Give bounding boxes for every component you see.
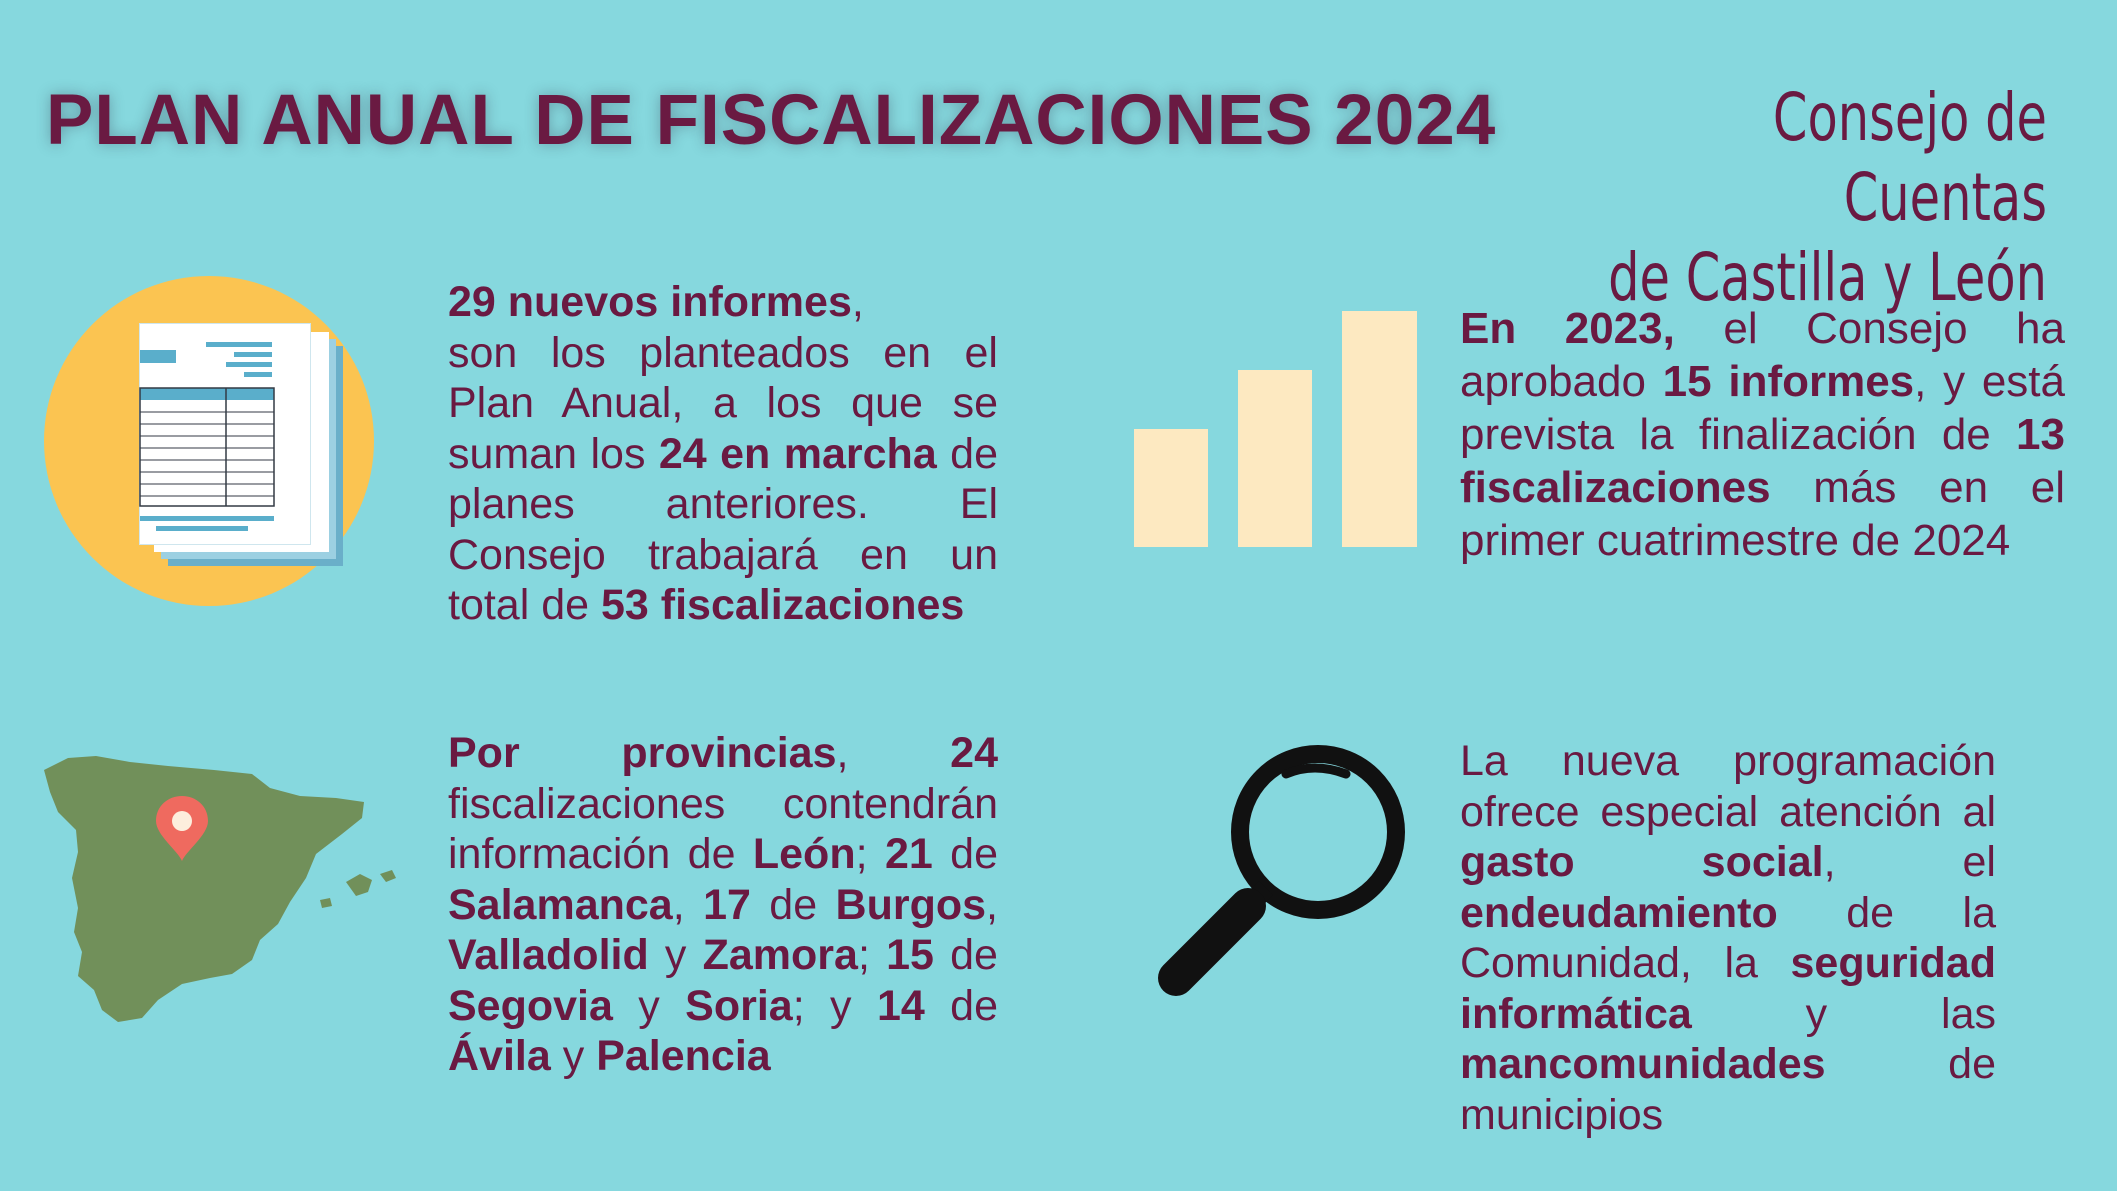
text-segment: de (932, 830, 998, 878)
highlight: Valladolid (448, 931, 649, 979)
text-segment: ; y (792, 981, 877, 1030)
highlight-total: 53 fiscalizaciones (601, 581, 965, 629)
highlight: 21 (884, 830, 933, 878)
text-segment: , el (1823, 838, 1996, 886)
highlight: Ávila (448, 1032, 551, 1080)
text-segment: fiscalizaciones contendrán información d… (448, 779, 998, 879)
text-segment: ; (855, 830, 885, 878)
text-segment: , (986, 880, 998, 929)
organization-line-1: Consejo de Cuentas (1772, 79, 2047, 236)
text-segment: y (550, 1032, 597, 1080)
highlight: seguridad informática (1460, 939, 1996, 1038)
new-reports-text: 29 nuevos informes, son los planteados en… (448, 277, 998, 631)
provinces-text: Por provincias, 24 fiscalizaciones conte… (448, 728, 998, 1082)
programming-text: La nueva programación ofrece especial at… (1460, 736, 1996, 1140)
text-segment: ; (857, 931, 887, 979)
highlight-year: En 2023, (1460, 304, 1675, 353)
highlight: 17 (703, 880, 751, 929)
text-segment: de planes anteriores. El Consejo trabaja… (448, 429, 998, 630)
text-segment: , y está prevista la finalización de (1460, 357, 2065, 459)
highlight: 15 (886, 931, 934, 979)
new-reports-lead: 29 nuevos informes (448, 278, 852, 326)
highlight: gasto social (1460, 838, 1824, 886)
highlight: Soria (685, 981, 793, 1030)
text-segment: de (750, 880, 836, 929)
highlight: León (752, 830, 856, 878)
highlight: Palencia (596, 1032, 771, 1080)
text-segment: son los planteados en el Plan Anual, a l… (448, 328, 998, 478)
magnifier-icon (1158, 745, 1405, 996)
text-segment: , (851, 278, 864, 326)
highlight: Segovia (448, 981, 613, 1030)
highlight: 24 (950, 729, 998, 777)
highlight: endeudamiento (1460, 888, 1778, 937)
highlight: Zamora (702, 931, 858, 979)
highlight: mancomunidades (1460, 1040, 1826, 1088)
year-2023-text: En 2023, el Consejo ha aprobado 15 infor… (1460, 302, 2065, 567)
highlight: Por provincias (448, 729, 837, 777)
highlight: 14 (876, 981, 925, 1030)
spain-map-icon (44, 756, 396, 1022)
text-segment: de (933, 931, 998, 979)
text-segment: , (672, 880, 704, 929)
location-pin-icon (156, 796, 208, 861)
bar-chart-icon (1134, 311, 1417, 547)
organization-name: Consejo de Cuentas de Castilla y León (1597, 78, 2047, 318)
document-icon (44, 276, 374, 606)
page-title: PLAN ANUAL DE FISCALIZACIONES 2024 (46, 81, 1497, 160)
text-segment: el Consejo ha aprobado (1460, 304, 2065, 406)
text-segment: más en el primer cuatrimestre de 2024 (1460, 463, 2065, 565)
highlight-in-progress: 24 en marcha (658, 429, 937, 478)
highlight-pending: 13 fiscalizaciones (1460, 410, 2065, 512)
text-segment: de la Comunidad, la (1460, 888, 1996, 988)
highlight: Burgos (835, 880, 987, 929)
organization-line-2: de Castilla y León (1608, 239, 2047, 316)
highlight: Salamanca (448, 880, 673, 929)
text-segment: y (648, 931, 703, 979)
text-segment: de (924, 981, 998, 1030)
text-segment: , (836, 729, 951, 777)
text-segment: y las (1691, 989, 1996, 1038)
text-segment: de municipios (1460, 1040, 1996, 1139)
text-segment: La nueva programación ofrece especial at… (1460, 737, 1996, 836)
text-segment: y (612, 981, 686, 1030)
highlight-approved: 15 informes (1662, 357, 1915, 406)
